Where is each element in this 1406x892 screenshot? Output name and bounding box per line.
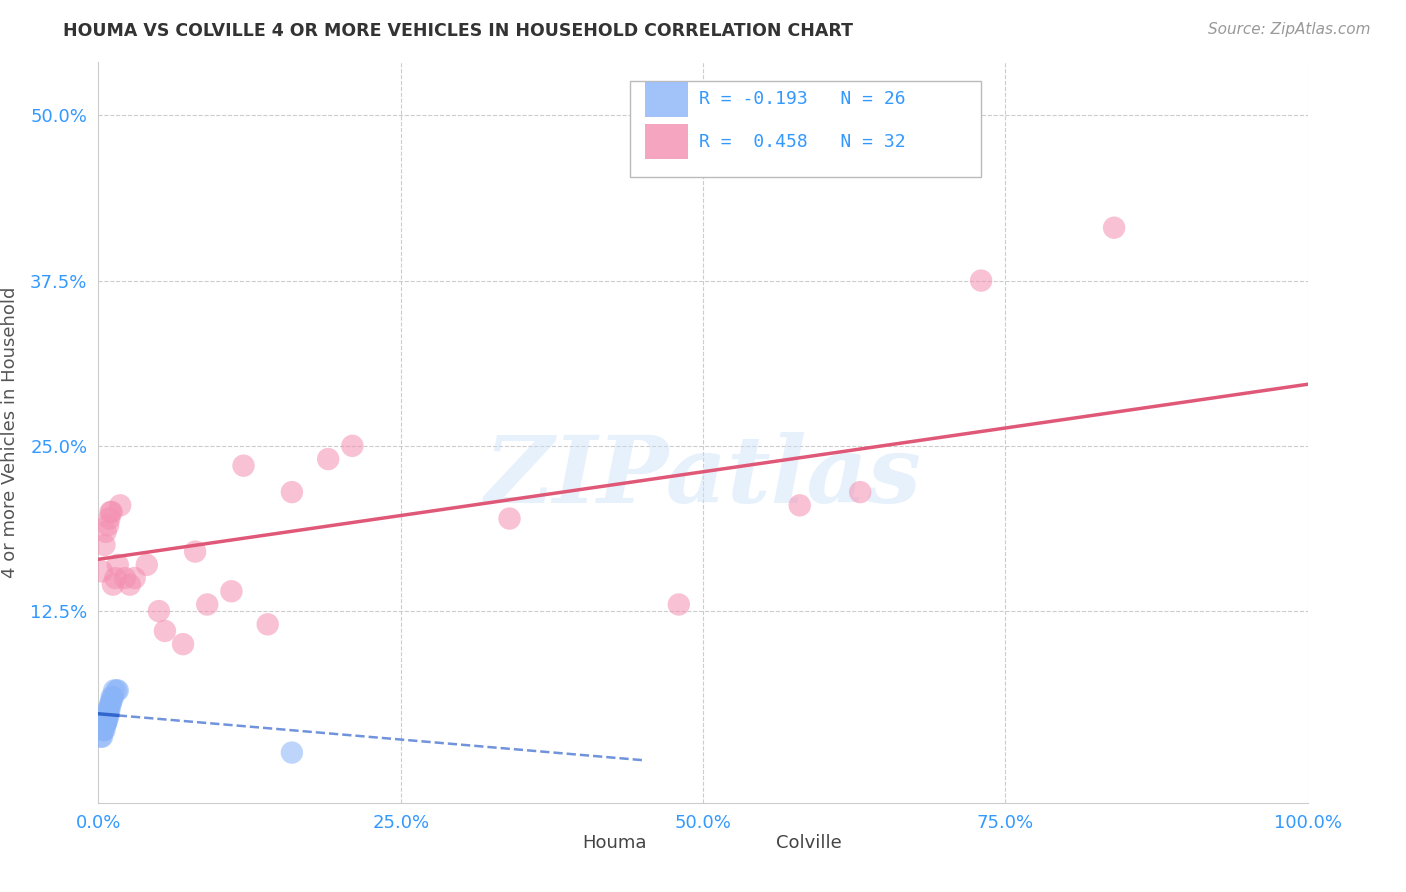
- Point: [91, 723, 114, 737]
- Point: [970, 274, 993, 288]
- Point: [668, 598, 690, 612]
- Point: [94, 716, 117, 731]
- Point: [256, 617, 278, 632]
- FancyBboxPatch shape: [724, 829, 773, 857]
- Point: [100, 697, 122, 711]
- Point: [498, 511, 520, 525]
- Point: [97, 518, 120, 533]
- Point: [96, 714, 118, 728]
- Point: [105, 683, 128, 698]
- Point: [98, 511, 121, 525]
- Point: [91, 723, 114, 737]
- Point: [96, 710, 118, 724]
- FancyBboxPatch shape: [630, 81, 981, 178]
- Point: [94, 716, 117, 731]
- Point: [849, 485, 872, 500]
- Point: [148, 604, 170, 618]
- Point: [100, 505, 122, 519]
- Point: [221, 584, 243, 599]
- Point: [93, 723, 115, 737]
- Point: [100, 505, 122, 519]
- Point: [94, 524, 117, 539]
- Point: [100, 692, 122, 706]
- Point: [114, 571, 136, 585]
- Point: [153, 624, 176, 638]
- Text: Source: ZipAtlas.com: Source: ZipAtlas.com: [1208, 22, 1371, 37]
- Point: [281, 485, 304, 500]
- Point: [104, 571, 127, 585]
- Point: [118, 577, 141, 591]
- Point: [97, 703, 120, 717]
- Point: [101, 577, 124, 591]
- Point: [100, 697, 122, 711]
- FancyBboxPatch shape: [530, 829, 579, 857]
- Text: Colville: Colville: [776, 834, 841, 852]
- Point: [1102, 220, 1125, 235]
- Point: [90, 730, 112, 744]
- Point: [316, 452, 339, 467]
- Point: [195, 598, 218, 612]
- Point: [232, 458, 254, 473]
- Point: [281, 746, 304, 760]
- Point: [93, 538, 115, 552]
- Point: [91, 730, 114, 744]
- Point: [342, 439, 364, 453]
- Point: [184, 544, 207, 558]
- Point: [97, 710, 120, 724]
- Point: [172, 637, 194, 651]
- Point: [789, 499, 811, 513]
- Text: ZIPatlas: ZIPatlas: [485, 432, 921, 522]
- Point: [98, 700, 121, 714]
- Point: [103, 683, 125, 698]
- Point: [101, 690, 124, 704]
- Point: [96, 710, 118, 724]
- Point: [91, 565, 114, 579]
- FancyBboxPatch shape: [645, 82, 689, 117]
- Text: R = -0.193   N = 26: R = -0.193 N = 26: [699, 90, 905, 109]
- Text: HOUMA VS COLVILLE 4 OR MORE VEHICLES IN HOUSEHOLD CORRELATION CHART: HOUMA VS COLVILLE 4 OR MORE VEHICLES IN …: [63, 22, 853, 40]
- Point: [93, 716, 115, 731]
- Text: Houma: Houma: [582, 834, 647, 852]
- Point: [107, 683, 129, 698]
- Point: [100, 690, 122, 704]
- Point: [108, 499, 131, 513]
- Point: [135, 558, 157, 572]
- Point: [124, 571, 146, 585]
- Point: [107, 558, 129, 572]
- Point: [97, 706, 120, 720]
- Point: [94, 716, 117, 731]
- Text: R =  0.458   N = 32: R = 0.458 N = 32: [699, 133, 905, 151]
- FancyBboxPatch shape: [645, 124, 689, 160]
- Y-axis label: 4 or more Vehicles in Household: 4 or more Vehicles in Household: [1, 287, 18, 578]
- Point: [98, 703, 121, 717]
